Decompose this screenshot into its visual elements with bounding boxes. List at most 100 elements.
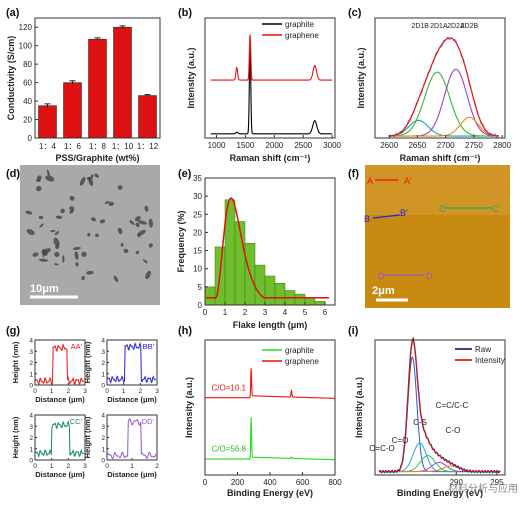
- x-tick-label: 2700: [437, 141, 455, 150]
- x-tick-label: 1: [50, 463, 54, 470]
- plot-frame: [204, 177, 336, 306]
- plot-frame: [106, 339, 158, 386]
- profile-label: A': [404, 176, 412, 186]
- x-tick-label: 1: [223, 308, 228, 317]
- sem-flake: [62, 255, 65, 263]
- sem-flake: [25, 210, 33, 215]
- x-tick-label: 1000: [208, 141, 226, 150]
- fit-envelope: [389, 37, 499, 137]
- x-tick-label: 1：10: [112, 142, 134, 151]
- y-tick-label: 3: [101, 424, 105, 431]
- sem-flake: [148, 218, 153, 228]
- sem-flake: [117, 185, 123, 190]
- series-line-graphene: [210, 34, 333, 81]
- panel-label: (f): [348, 168, 359, 180]
- sem-flake: [120, 242, 124, 247]
- sem-flake: [123, 248, 129, 253]
- plot-frame: [204, 17, 336, 139]
- y-axis-label: Height (nm): [11, 416, 20, 458]
- y-axis-label: Height (nm): [11, 341, 20, 383]
- watermark: 材料分析与应用: [448, 482, 518, 495]
- y-tick-label: 2: [29, 360, 33, 367]
- x-tick-label: 290: [450, 478, 464, 487]
- plot-frame: [204, 339, 336, 476]
- x-tick-label: 3: [83, 463, 87, 470]
- panel-label: (i): [348, 325, 359, 337]
- sem-flake: [104, 201, 110, 204]
- y-tick-label: 0: [101, 458, 105, 465]
- legend-label: graphite: [285, 20, 314, 29]
- sem-flake: [94, 173, 100, 178]
- sem-flake: [87, 232, 91, 237]
- y-tick-label: 2: [101, 360, 105, 367]
- sem-flake: [54, 231, 60, 236]
- y-tick-label: 2: [101, 435, 105, 442]
- x-tick-label: 295: [490, 478, 504, 487]
- y-tick-label: 4: [29, 338, 33, 345]
- fit-curve: [206, 197, 329, 299]
- y-tick-label: 2: [29, 435, 33, 442]
- y-axis-label: Frequency (%): [176, 210, 186, 272]
- sem-flake: [36, 178, 41, 183]
- x-tick-label: 0: [33, 463, 37, 470]
- x-tick-label: 1：8: [89, 142, 106, 151]
- profile-name: AA': [71, 342, 83, 351]
- sem-flake: [137, 233, 141, 238]
- y-axis-label: Intensity (a.u.): [354, 377, 364, 438]
- peak-annotation: 2D2B: [461, 23, 479, 30]
- sem-flake: [32, 252, 39, 257]
- plot-frame: [374, 339, 506, 476]
- sem-flake: [81, 275, 85, 281]
- sem-flake: [138, 220, 148, 225]
- x-tick-label: 1: [130, 463, 134, 470]
- y-tick-label: 40: [23, 97, 32, 106]
- peak-annotation: 2D1A: [430, 23, 448, 30]
- bond-annotation: O=C-O: [369, 444, 395, 453]
- y-axis-label: Intensity (a.u.): [186, 47, 196, 108]
- y-tick-label: 3: [29, 349, 33, 356]
- sem-flake: [54, 251, 60, 257]
- bond-annotation: C-O: [446, 426, 461, 435]
- profile-label: D: [378, 271, 385, 281]
- bond-annotation: C=C/C-C: [436, 401, 469, 410]
- x-tick-label: 0: [105, 388, 109, 395]
- x-tick-label: 6: [323, 308, 328, 317]
- y-tick-label: 4: [29, 413, 33, 420]
- bar: [138, 95, 157, 139]
- y-tick-label: 100: [19, 42, 33, 51]
- y-tick-label: 0: [198, 301, 203, 310]
- x-tick-label: 2: [243, 308, 248, 317]
- sem-flake: [108, 201, 115, 207]
- sem-flake: [60, 208, 65, 214]
- peak-annotation: 2D2A: [447, 23, 465, 30]
- histogram-bar: [204, 286, 216, 306]
- x-tick-label: 2500: [294, 141, 312, 150]
- x-tick-label: 3: [155, 388, 159, 395]
- x-axis-label: Raman shift (cm⁻¹): [230, 153, 311, 163]
- x-tick-label: 4: [283, 308, 288, 317]
- sem-flake: [74, 251, 79, 260]
- y-tick-label: 1: [101, 371, 105, 378]
- y-tick-label: 0: [29, 383, 33, 390]
- x-axis-label: Distance (μm): [107, 395, 157, 404]
- sem-flake: [135, 250, 140, 255]
- x-tick-label: 1: [122, 388, 126, 395]
- sem-flake: [113, 275, 119, 283]
- sem-flake: [72, 246, 81, 251]
- y-tick-label: 3: [101, 349, 105, 356]
- profile-label: C': [492, 204, 500, 214]
- y-tick-label: 5: [198, 283, 203, 292]
- height-profile: [106, 341, 157, 385]
- panel-label: (d): [6, 168, 20, 180]
- series-line-graphite: [205, 417, 336, 461]
- y-tick-label: 20: [193, 228, 202, 237]
- x-tick-label: 5: [303, 308, 308, 317]
- bar: [38, 105, 57, 139]
- panel-label: (b): [178, 7, 192, 19]
- sem-flake: [117, 227, 123, 235]
- x-tick-label: 400: [263, 478, 277, 487]
- legend-label: Intensity: [475, 356, 505, 365]
- x-axis-label: Distance (μm): [35, 395, 85, 404]
- sem-flake: [75, 262, 79, 267]
